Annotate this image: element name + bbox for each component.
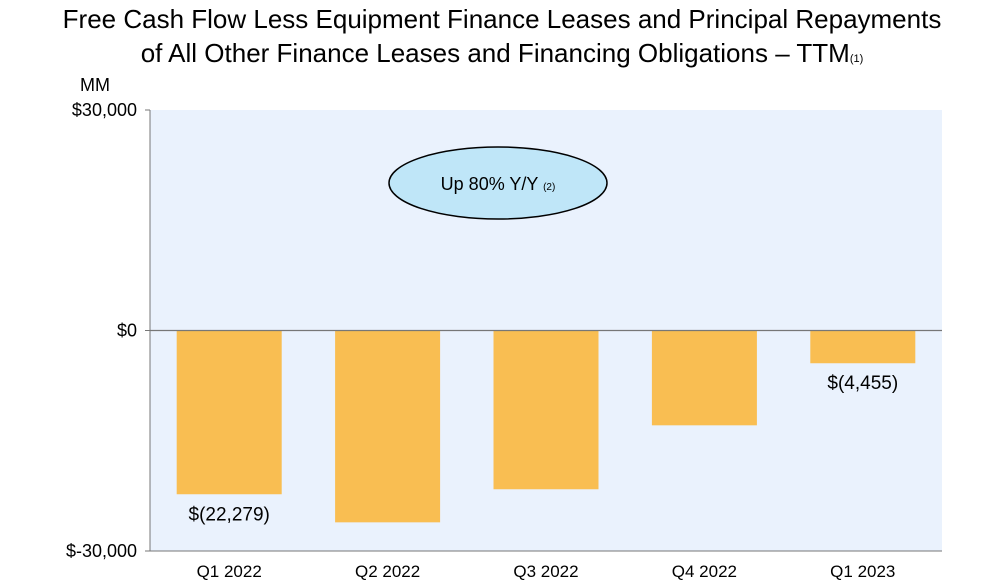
- x-tick-label: Q4 2022: [672, 562, 737, 581]
- y-unit-label: MM: [80, 75, 110, 95]
- annotation-bubble: [388, 146, 608, 220]
- bar: [493, 330, 599, 490]
- data-label: $(4,455): [827, 373, 898, 394]
- bar: [810, 330, 916, 364]
- bar: [176, 330, 282, 495]
- bar: [335, 330, 441, 523]
- data-label: $(22,279): [189, 504, 270, 525]
- x-tick-label: Q1 2022: [197, 562, 262, 581]
- bar: [651, 330, 757, 426]
- chart-title-line2: of All Other Finance Leases and Financin…: [0, 36, 1004, 76]
- x-tick-label: Q3 2022: [513, 562, 578, 581]
- annotation-text: Up 80% Y/Y (2): [441, 174, 556, 194]
- chart-title: Free Cash Flow Less Equipment Finance Le…: [0, 2, 1004, 76]
- x-tick-label: Q1 2023: [830, 562, 895, 581]
- y-tick-label: $0: [117, 321, 137, 341]
- annotation-main: Up 80% Y/Y: [441, 174, 543, 194]
- chart-title-line2-text: of All Other Finance Leases and Financin…: [140, 38, 850, 68]
- title-footnote: (1): [849, 53, 864, 65]
- x-tick-label: Q2 2022: [355, 562, 420, 581]
- y-tick-label: $30,000: [72, 100, 137, 120]
- chart-title-line1: Free Cash Flow Less Equipment Finance Le…: [62, 4, 942, 34]
- y-tick-label: $-30,000: [66, 541, 137, 561]
- annotation-footnote: (2): [543, 182, 555, 193]
